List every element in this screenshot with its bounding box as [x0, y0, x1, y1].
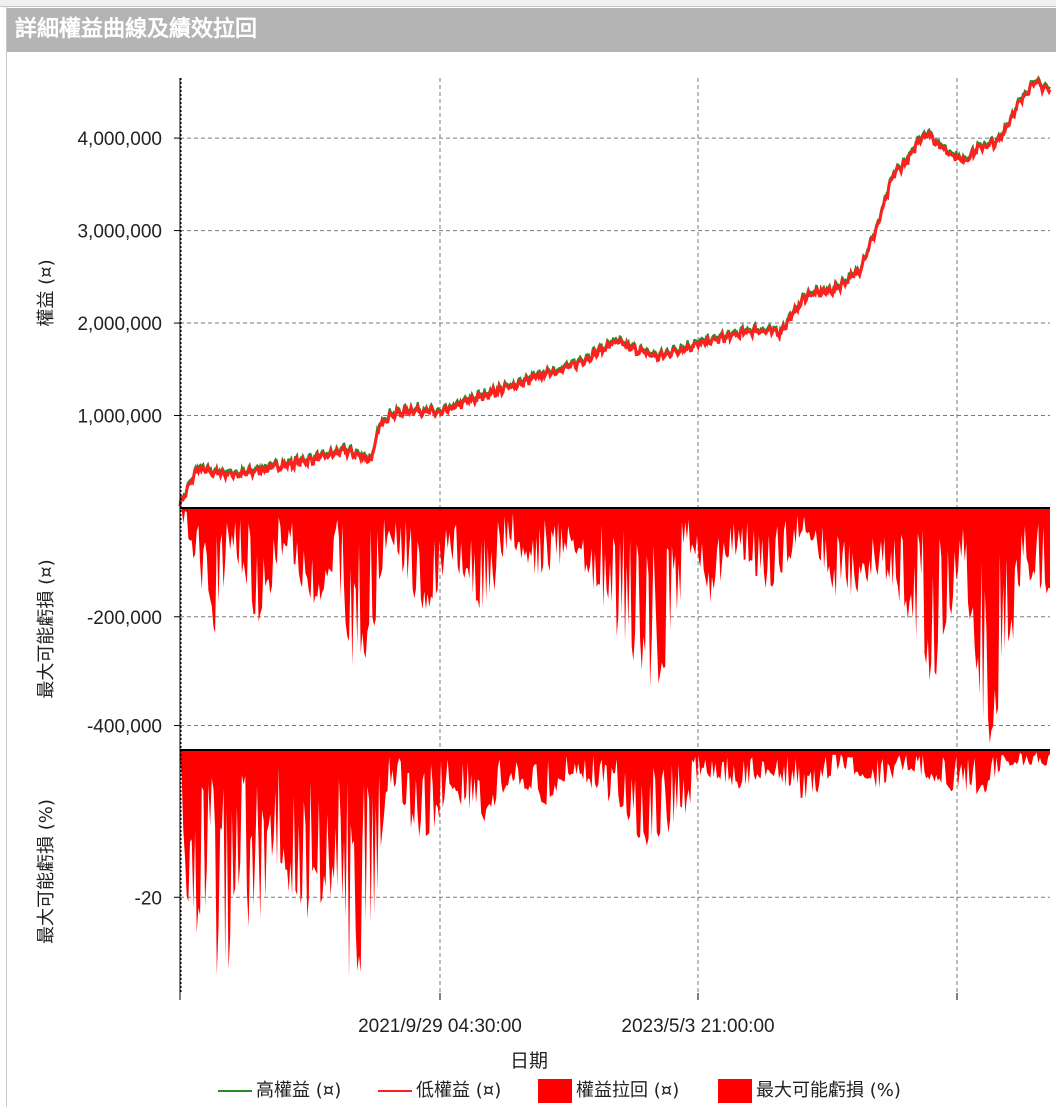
- y-axis-title: 最大可能虧損 (%): [36, 799, 57, 944]
- legend-high: 高權益 (¤): [218, 1077, 341, 1105]
- window-top-border: [0, 0, 1056, 7]
- y-tick-label: 3,000,000: [77, 222, 162, 243]
- legend-low-swatch: [378, 1090, 412, 1092]
- legend-low: 低權益 (¤): [378, 1077, 501, 1105]
- x-tick-label: 2021/9/29 04:30:00: [358, 1016, 522, 1037]
- window-left-border: [6, 6, 7, 1107]
- y-tick-label: 1,000,000: [77, 407, 162, 428]
- y-axis-title: 最大可能虧損 (¤): [36, 559, 57, 698]
- x-axis-title: 日期: [510, 1050, 548, 1072]
- series-low-equity: [178, 76, 1052, 507]
- series-maxloss-area: [180, 750, 1050, 980]
- y-tick-label: -200,000: [87, 608, 162, 629]
- legend-maxloss: 最大可能虧損 (%): [718, 1077, 901, 1105]
- legend-maxloss-label: 最大可能虧損 (%): [756, 1080, 901, 1101]
- series-drawdown-area: [180, 508, 1050, 744]
- legend-drawdown-swatch: [538, 1079, 572, 1103]
- legend-drawdown-label: 權益拉回 (¤): [576, 1080, 680, 1101]
- y-tick-label: -20: [135, 888, 162, 909]
- legend-high-swatch: [218, 1090, 252, 1092]
- legend-drawdown: 權益拉回 (¤): [538, 1077, 679, 1105]
- y-tick-label: 2,000,000: [77, 314, 162, 335]
- legend-low-label: 低權益 (¤): [416, 1080, 502, 1101]
- legend-high-label: 高權益 (¤): [256, 1080, 342, 1101]
- y-axis-title: 權益 (¤): [36, 259, 57, 326]
- legend-maxloss-swatch: [718, 1079, 752, 1103]
- window-title: 詳細權益曲線及績效拉回: [7, 8, 1056, 52]
- y-tick-label: 4,000,000: [77, 129, 162, 150]
- y-tick-label: -400,000: [87, 717, 162, 738]
- x-tick-label: 2023/5/3 21:00:00: [621, 1016, 774, 1037]
